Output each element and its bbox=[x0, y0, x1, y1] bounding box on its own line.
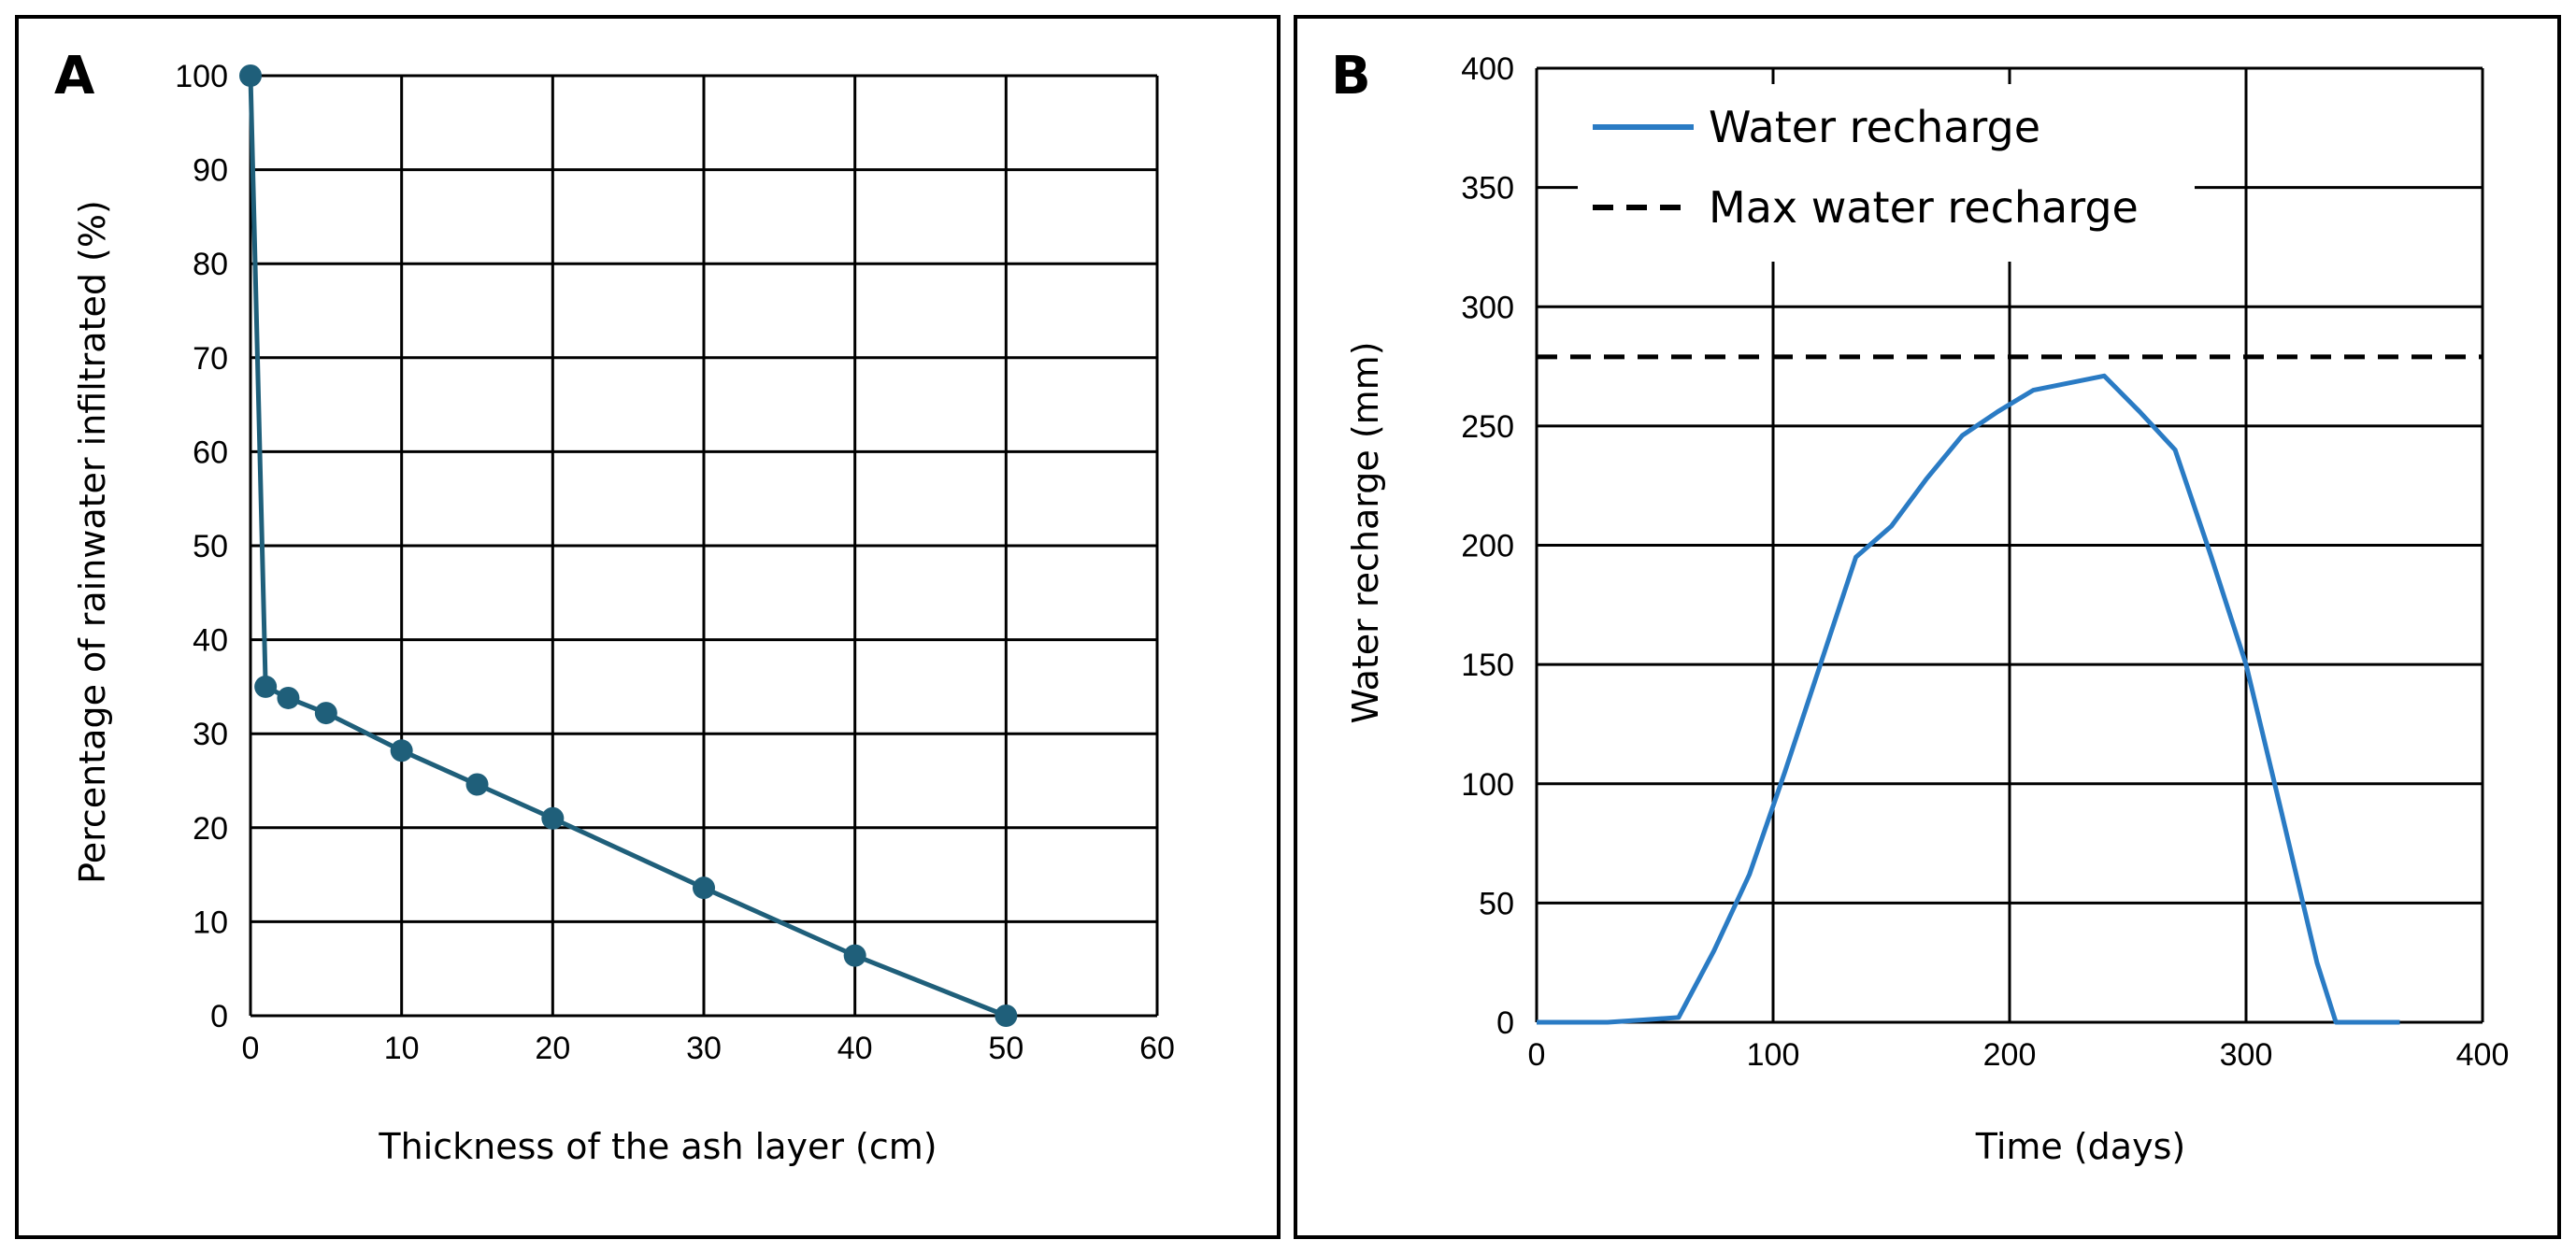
x-tick-label: 0 bbox=[242, 1031, 260, 1066]
x-tick-label: 200 bbox=[1983, 1037, 2037, 1073]
panel-label-a: A bbox=[54, 46, 95, 107]
y-tick-label: 60 bbox=[193, 435, 228, 470]
x-tick-label: 30 bbox=[686, 1031, 722, 1066]
x-tick-label: 10 bbox=[384, 1031, 420, 1066]
y-tick-label: 50 bbox=[1479, 886, 1514, 921]
x-tick-label: 20 bbox=[535, 1031, 570, 1066]
y-tick-label: 400 bbox=[1461, 51, 1514, 87]
y-tick-label: 20 bbox=[193, 811, 228, 847]
x-tick-label: 400 bbox=[2456, 1037, 2510, 1073]
legend-background bbox=[1578, 84, 2195, 262]
legend-label-water-recharge: Water recharge bbox=[1709, 102, 2040, 152]
y-tick-label: 10 bbox=[193, 905, 228, 940]
panel-b: B 0 100 200 300 400 0 50 100 150 200 250 300 350 400 … bbox=[1294, 15, 2561, 1239]
data-point bbox=[254, 675, 278, 698]
y-tick-label: 100 bbox=[175, 59, 228, 94]
y-tick-label: 80 bbox=[193, 247, 228, 282]
y-tick-label: 40 bbox=[193, 623, 228, 659]
y-axis-title-a: Percentage of rainwater infiltrated (%) bbox=[72, 200, 113, 884]
water-recharge-line bbox=[1537, 373, 2400, 1025]
y-tick-label: 300 bbox=[1461, 290, 1514, 325]
y-tick-label: 250 bbox=[1461, 409, 1514, 445]
y-tick-label: 0 bbox=[210, 999, 228, 1034]
data-point bbox=[465, 773, 489, 796]
y-tick-label: 30 bbox=[193, 717, 228, 752]
chart-a: A 0 10 20 30 40 50 60 0 10 20 30 40 50 60 70 80 90 100 Th… bbox=[54, 46, 1175, 1167]
data-point bbox=[995, 1005, 1018, 1027]
y-tick-label: 50 bbox=[193, 529, 228, 564]
y-tick-label: 70 bbox=[193, 341, 228, 377]
y-tick-label: 100 bbox=[1461, 767, 1514, 803]
y-tick-label: 150 bbox=[1461, 648, 1514, 683]
data-point bbox=[541, 806, 565, 830]
x-tick-label: 100 bbox=[1747, 1037, 1800, 1073]
x-axis-title-a: Thickness of the ash layer (cm) bbox=[378, 1126, 937, 1167]
data-point bbox=[843, 944, 866, 967]
data-point bbox=[314, 702, 337, 725]
x-tick-label: 0 bbox=[1528, 1037, 1546, 1073]
series-line-a bbox=[248, 75, 1008, 1019]
data-point bbox=[239, 64, 262, 87]
panel-a: A 0 10 20 30 40 50 60 0 10 20 30 40 50 60 70 80 90 100 Th… bbox=[15, 15, 1281, 1239]
x-tick-label: 40 bbox=[837, 1031, 873, 1066]
data-point bbox=[390, 739, 413, 762]
data-point bbox=[277, 686, 300, 709]
y-tick-label: 350 bbox=[1461, 171, 1514, 207]
y-tick-label: 0 bbox=[1496, 1005, 1514, 1041]
y-tick-label: 200 bbox=[1461, 529, 1514, 564]
x-tick-label: 50 bbox=[988, 1031, 1023, 1066]
data-point bbox=[693, 876, 715, 900]
y-axis-title-b: Water recharge (mm) bbox=[1345, 341, 1386, 723]
x-tick-label: 300 bbox=[2220, 1037, 2273, 1073]
panel-label-b: B bbox=[1331, 46, 1371, 107]
x-axis-title-b: Time (days) bbox=[1975, 1126, 2185, 1167]
y-tick-label: 90 bbox=[193, 153, 228, 189]
x-tick-label: 60 bbox=[1139, 1031, 1175, 1066]
legend-label-max-water-recharge: Max water recharge bbox=[1709, 182, 2139, 233]
chart-b: B 0 100 200 300 400050100150200250300350400 … bbox=[1331, 46, 2510, 1167]
